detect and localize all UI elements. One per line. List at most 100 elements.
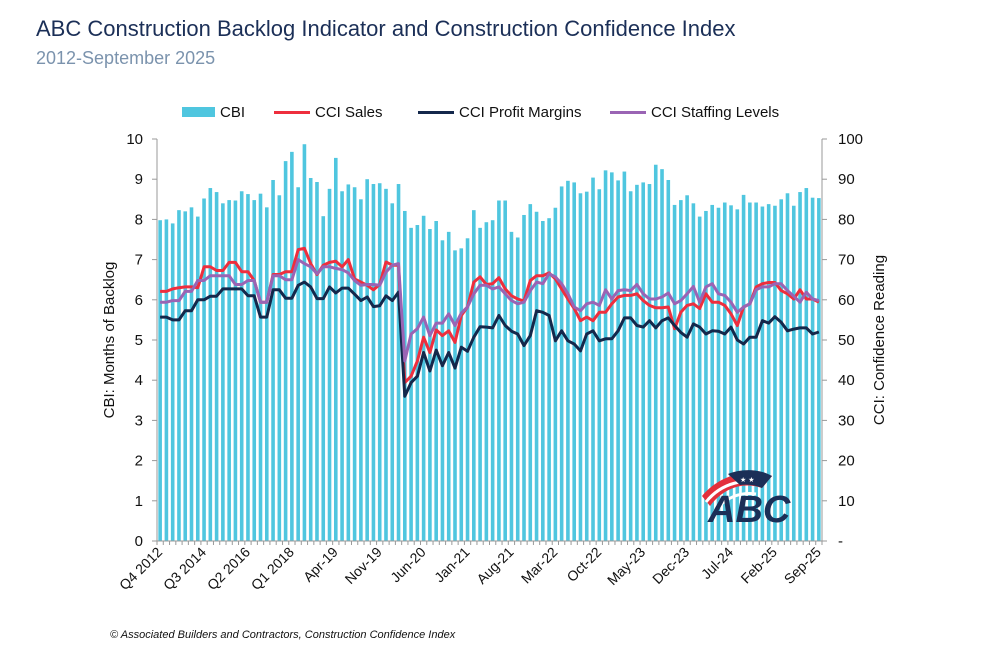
flag-icon: ★ ★ [702,470,772,513]
legend-swatch-cci-profit-margins [418,110,454,114]
left-tick-label: 1 [135,493,143,510]
x-tick-label: Oct-22 [563,544,604,585]
cbi-bar [660,169,664,541]
x-tick-label: Q3 2014 [160,544,209,593]
cbi-bar [233,200,238,542]
cbi-bar [817,198,821,541]
cbi-bar [352,187,357,542]
x-tick-label: Jun-20 [387,544,429,586]
cbi-bar [446,231,451,541]
svg-text:★ ★: ★ ★ [740,476,755,484]
x-tick-label: Jul-24 [698,544,736,582]
cbi-bar [371,184,376,542]
cbi-bar [766,204,771,541]
cbi-bar [177,210,181,542]
cbi-bar [566,180,570,542]
right-tick-label: 70 [838,252,855,269]
cbi-bar [616,180,620,541]
cbi-bar [264,207,269,541]
cbi-bar [716,207,721,541]
cbi-bar [553,207,558,541]
cbi-bar [296,187,300,542]
left-tick-label: 2 [135,453,143,470]
cbi-bar [541,221,545,541]
cbi-bar [497,200,501,542]
left-tick-label: 8 [135,211,143,228]
cbi-bar [547,218,551,541]
cbi-bar [722,202,727,542]
page-subtitle: 2012-September 2025 [36,48,216,68]
cbi-bar [572,182,576,541]
right-tick-label: - [838,533,843,550]
cbi-bar [597,189,602,541]
x-tick-label: Q1 2018 [248,544,297,593]
cbi-bar [559,186,564,541]
left-tick-label: 0 [135,533,143,550]
cbi-bar [635,184,639,541]
x-tick-label: Nov-19 [342,544,385,587]
cbi-bar [679,200,683,541]
cbi-bar [509,231,514,541]
cbi-bar [697,216,702,541]
x-tick-label: Dec-23 [649,544,692,587]
legend-label-cci-sales: CCI Sales [315,103,383,121]
cbi-bar [239,191,244,541]
cbi-bar [628,191,633,541]
cbi-bar [685,195,689,541]
cci-lines [160,246,820,398]
cbi-bars [158,144,821,542]
line-cci-profit-margins [160,280,820,398]
cbi-bar [748,202,752,542]
cbi-bar [202,198,206,541]
cbi-bar [302,144,307,541]
cbi-bar [158,220,162,542]
left-axis-title: CBI: Months of Backlog [101,262,118,419]
cbi-bar [164,219,169,541]
cbi-bar [390,203,395,541]
right-tick-label: 60 [838,292,855,309]
x-tick-label: Q2 2016 [204,544,253,593]
x-tick-label: Q4 2012 [116,544,165,593]
cbi-bar [472,210,476,542]
cbi-bar [779,199,784,542]
abc-logo: ★ ★ ABC [702,470,791,531]
line-cci-staffing-levels [160,258,820,363]
x-tick-label: Aug-21 [473,544,516,587]
cbi-bar [534,211,539,541]
cbi-bar [271,180,275,541]
cbi-bar [791,205,796,541]
legend-label-cbi: CBI [220,103,246,121]
cbi-bar [208,188,213,541]
cbi-bar [591,177,595,542]
cbi-bar [610,172,614,541]
cbi-bar [704,210,708,541]
cbi-bar [773,205,777,541]
cbi-bar [647,184,652,542]
cbi-bar [434,221,438,541]
cbi-bar [183,211,188,542]
legend-item-cci-staffing-levels: CCI Staffing Levels [610,101,779,123]
cbi-bar [189,207,194,541]
cbi-bar [804,188,809,541]
cbi-bar [290,151,294,541]
page-title: ABC Construction Backlog Indicator and C… [36,16,736,41]
cbi-bar [672,204,677,542]
right-tick-label: 90 [838,171,855,188]
legend-swatch-cci-sales [274,110,310,114]
source-footnote: © Associated Builders and Contractors, C… [110,629,456,641]
x-tick-label: Sep-25 [781,544,824,587]
cbi-bar [195,216,200,541]
x-tick-label: Jan-21 [431,544,473,586]
cbi-bar [515,237,520,542]
cbi-bar [359,199,363,542]
right-tick-label: 20 [838,453,855,470]
cbi-bar [666,180,671,541]
left-tick-label: 10 [126,131,143,148]
cbi-bar [227,200,231,541]
x-tick-label: May-23 [604,544,648,588]
cbi-bar [384,188,388,541]
cbi-bar [741,194,746,542]
cbi-bar [170,223,175,542]
cbi-bar [333,157,338,542]
cbi-bar [798,192,802,541]
